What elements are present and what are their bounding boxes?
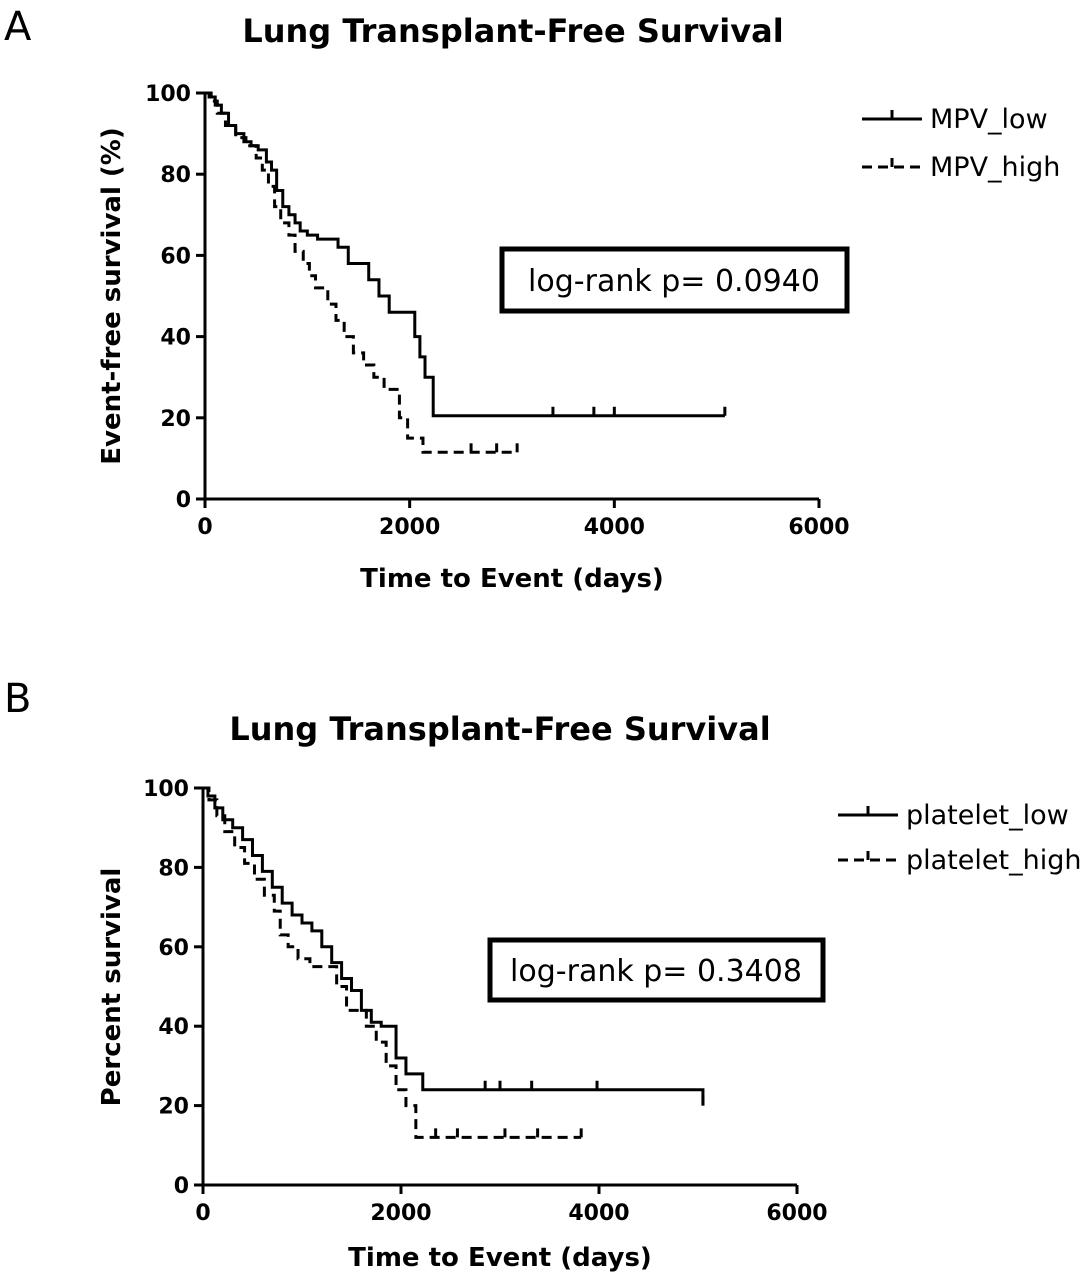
y-tick-label-a: 60 bbox=[160, 244, 191, 269]
y-tick-label-a: 80 bbox=[160, 163, 191, 188]
panel-letter-b: B bbox=[4, 676, 31, 722]
y-tick-label-b: 100 bbox=[143, 777, 189, 802]
legend-label-platelet-low: platelet_low bbox=[906, 800, 1069, 831]
x-tick-label-b: 4000 bbox=[568, 1201, 629, 1226]
x-tick-label-a: 2000 bbox=[379, 515, 440, 540]
y-tick-label-b: 80 bbox=[158, 856, 189, 881]
x-axis-label-a: Time to Event (days) bbox=[360, 564, 664, 594]
y-tick-label-a: 40 bbox=[160, 326, 191, 351]
pvalue-box-b bbox=[487, 937, 826, 1003]
series-line-platelet-high bbox=[203, 786, 582, 1139]
chart-title-a: Lung Transplant-Free Survival bbox=[242, 12, 783, 50]
series-line-platelet-low bbox=[203, 786, 705, 1106]
y-tick-label-a: 20 bbox=[160, 407, 191, 432]
x-tick-label-b: 2000 bbox=[370, 1201, 431, 1226]
pvalue-text-b: log-rank p= 0.3408 bbox=[510, 954, 802, 989]
y-tick-label-a: 0 bbox=[176, 488, 191, 513]
pvalue-text-a: log-rank p= 0.0940 bbox=[528, 264, 820, 299]
x-tick-label-a: 0 bbox=[197, 515, 212, 540]
plot-area-b: 0 2000 4000 6000 0 20 40 60 80 100 bbox=[143, 777, 828, 1226]
y-tick-label-b: 40 bbox=[158, 1015, 189, 1040]
legend-label-platelet-high: platelet_high bbox=[906, 845, 1081, 876]
x-tick-label-b: 0 bbox=[195, 1201, 210, 1226]
y-tick-label-b: 0 bbox=[174, 1174, 189, 1199]
pvalue-box-a bbox=[499, 246, 850, 314]
y-tick-label-b: 20 bbox=[158, 1095, 189, 1120]
legend-label-mpv-high: MPV_high bbox=[930, 152, 1060, 183]
series-line-mpv-high bbox=[205, 91, 518, 454]
y-tick-label-b: 60 bbox=[158, 936, 189, 961]
x-tick-label-a: 4000 bbox=[584, 515, 645, 540]
plot-area-a: 0 2000 4000 6000 0 20 40 60 80 100 bbox=[145, 82, 850, 540]
panel-letter-a: A bbox=[4, 4, 32, 50]
x-tick-label-b: 6000 bbox=[766, 1201, 827, 1226]
chart-title-b: Lung Transplant-Free Survival bbox=[229, 710, 770, 748]
x-axis-label-b: Time to Event (days) bbox=[348, 1243, 652, 1273]
y-axis-label-a: Event-free survival (%) bbox=[97, 127, 127, 464]
x-tick-label-a: 6000 bbox=[788, 515, 849, 540]
y-tick-label-a: 100 bbox=[145, 82, 191, 107]
legend-label-mpv-low: MPV_low bbox=[930, 104, 1048, 135]
y-axis-label-b: Percent survival bbox=[97, 868, 127, 1107]
